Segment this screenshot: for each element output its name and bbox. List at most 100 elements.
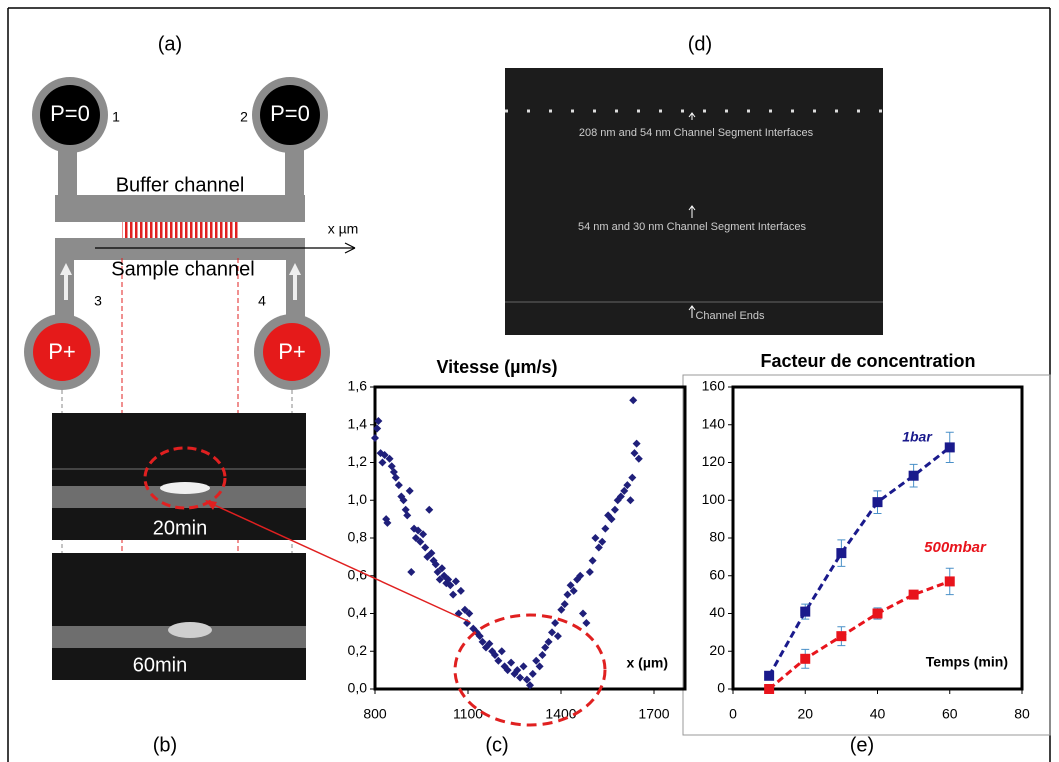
y-tick-label: 0,2 xyxy=(348,642,368,658)
x-tick-label: 0 xyxy=(729,706,737,722)
y-tick-label: 0,8 xyxy=(348,529,368,545)
point xyxy=(620,486,629,495)
point xyxy=(449,590,458,599)
point xyxy=(433,567,442,576)
point xyxy=(632,439,641,448)
point xyxy=(421,543,430,552)
marker xyxy=(800,653,811,664)
panel-label: (a) xyxy=(158,33,182,55)
point xyxy=(516,673,525,682)
y-tick-label: 1,0 xyxy=(348,491,368,507)
y-tick-label: 80 xyxy=(709,529,725,545)
point xyxy=(623,481,632,490)
outlet-number: 2 xyxy=(240,109,248,125)
highlight xyxy=(453,613,607,727)
x-tick-label: 60 xyxy=(942,706,958,722)
point xyxy=(544,637,553,646)
panel-label: (c) xyxy=(485,734,508,756)
link-arrow xyxy=(209,502,471,623)
x-tick-label: 800 xyxy=(363,706,387,722)
point xyxy=(591,534,600,542)
marker xyxy=(872,497,883,508)
point xyxy=(579,609,588,618)
marker xyxy=(764,684,775,694)
point xyxy=(601,524,610,533)
inlet-label: P+ xyxy=(48,339,76,364)
point xyxy=(582,618,591,627)
y-tick-label: 0 xyxy=(717,680,725,696)
axis-label: x (µm) xyxy=(626,655,668,671)
time-label: 20min xyxy=(153,517,207,539)
point xyxy=(431,560,440,569)
series-label: 500mbar xyxy=(924,539,987,556)
point xyxy=(630,449,639,458)
marker xyxy=(800,606,811,617)
point xyxy=(451,577,460,586)
point xyxy=(380,450,389,459)
time-label: 60min xyxy=(133,654,187,676)
arrow-head xyxy=(205,500,217,510)
image-annotation: 208 nm and 54 nm Channel Segment Interfa… xyxy=(579,127,814,139)
marker xyxy=(908,470,919,481)
y-tick-label: 0,6 xyxy=(348,566,368,582)
point xyxy=(526,681,534,690)
point xyxy=(485,639,494,648)
y-tick-label: 0,0 xyxy=(348,680,368,696)
y-tick-label: 160 xyxy=(702,378,726,394)
point xyxy=(598,537,607,546)
point xyxy=(478,637,487,646)
point xyxy=(535,662,544,671)
y-tick-label: 1,4 xyxy=(348,415,368,431)
point xyxy=(629,396,638,405)
panel-label: (b) xyxy=(153,734,177,756)
point xyxy=(405,486,414,495)
point xyxy=(532,656,541,665)
point xyxy=(399,496,408,505)
chart-title: Vitesse (µm/s) xyxy=(436,357,557,377)
point xyxy=(569,586,578,595)
point xyxy=(628,473,637,482)
point xyxy=(416,537,425,546)
point xyxy=(538,651,547,660)
point xyxy=(419,530,428,539)
marker xyxy=(944,576,955,587)
inlet-number: 4 xyxy=(258,293,266,309)
point xyxy=(475,632,484,641)
marker xyxy=(944,442,955,453)
microchannel-diagram xyxy=(24,77,356,680)
point xyxy=(378,458,387,467)
y-tick-label: 1,6 xyxy=(348,378,368,394)
point xyxy=(383,518,392,527)
point xyxy=(560,600,569,609)
y-tick-label: 0,4 xyxy=(348,604,368,620)
x-tick-label: 80 xyxy=(1014,706,1030,722)
channel-image xyxy=(505,68,883,335)
y-tick-label: 20 xyxy=(709,642,725,658)
point xyxy=(553,632,562,641)
point xyxy=(371,433,379,442)
point xyxy=(541,643,550,652)
point xyxy=(576,571,585,580)
channel-label: Sample channel xyxy=(111,258,254,280)
marker xyxy=(836,631,847,642)
outlet-number: 1 xyxy=(112,109,120,125)
point xyxy=(401,505,410,514)
marker xyxy=(764,670,775,681)
point xyxy=(497,647,506,656)
x-tick-label: 40 xyxy=(870,706,886,722)
point xyxy=(407,567,416,576)
point xyxy=(427,549,436,558)
point xyxy=(522,675,531,684)
image-annotation: 54 nm and 30 nm Channel Segment Interfac… xyxy=(578,221,807,233)
series-label: 1bar xyxy=(902,429,933,445)
axis-label: Temps (min) xyxy=(926,654,1008,670)
point xyxy=(528,669,537,678)
point xyxy=(411,534,420,542)
image-annotation: Channel Ends xyxy=(695,310,765,322)
point xyxy=(374,416,383,425)
marker xyxy=(908,589,919,600)
panel-label: (d) xyxy=(688,33,712,55)
x-tick-label: 1700 xyxy=(638,706,669,722)
chart-title: Facteur de concentration xyxy=(760,351,975,371)
point xyxy=(626,496,635,505)
